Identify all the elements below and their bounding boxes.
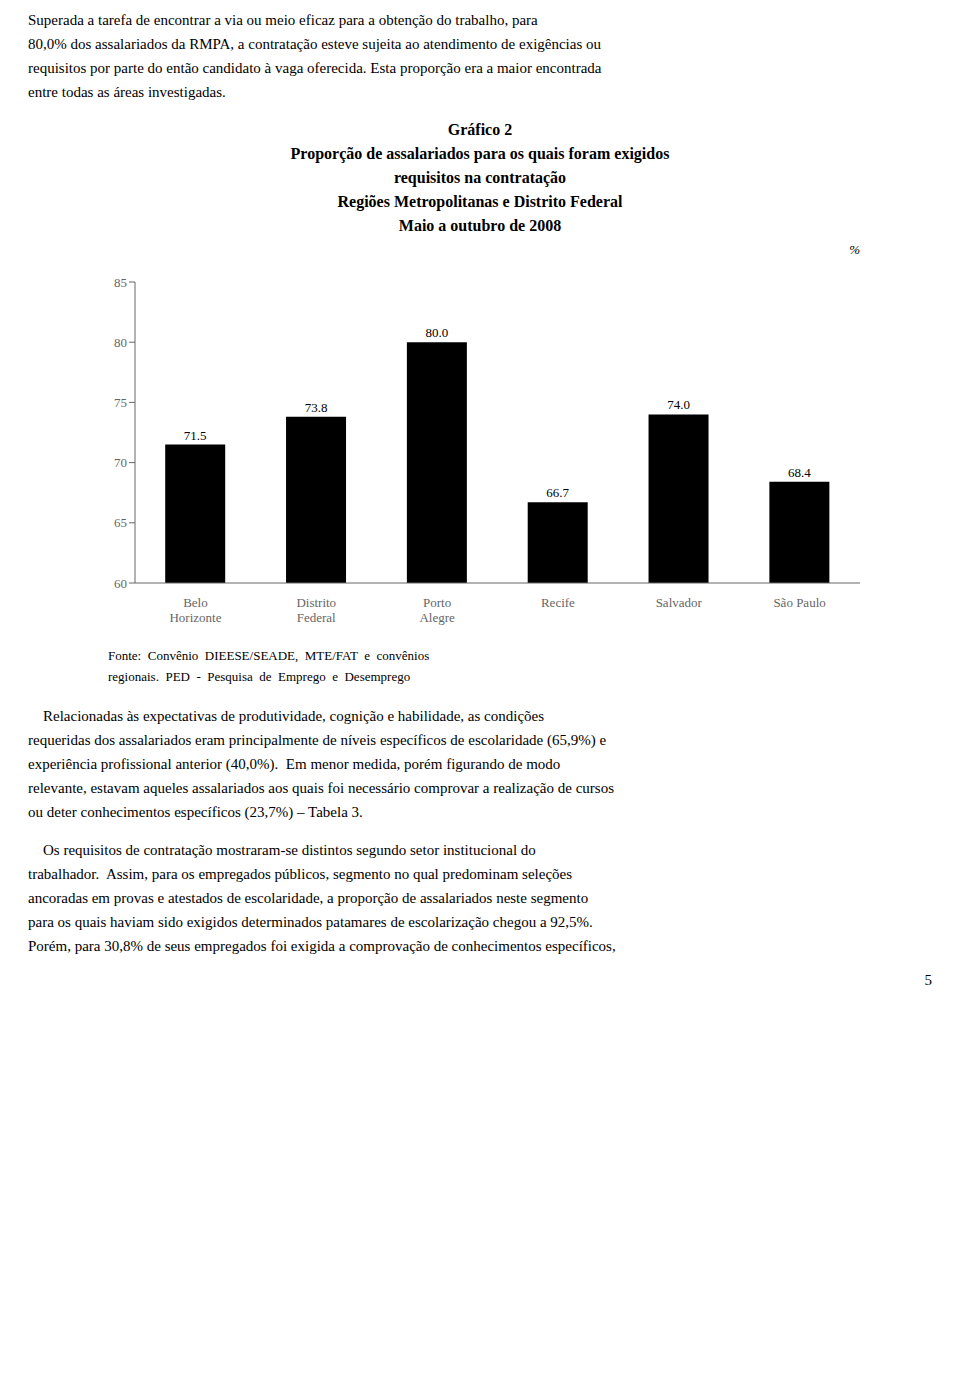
html-text:Relacionadas às expectativas d: Relacionadas às expectativas de produtiv… xyxy=(28,707,614,820)
svg-text:85: 85 xyxy=(114,275,127,290)
html-text:Fonte: Convênio DIEESE/SEADE,: Fonte: Convênio DIEESE/SEADE, MTE/FAT e … xyxy=(108,648,430,684)
svg-text:Salvador: Salvador xyxy=(656,595,703,610)
svg-text:80.0: 80.0 xyxy=(426,325,449,340)
html-text:Superada a tarefa de encontrar: Superada a tarefa de encontrar a via ou … xyxy=(28,12,602,100)
svg-text:São Paulo: São Paulo xyxy=(773,595,825,610)
svg-text:BeloHorizonte: BeloHorizonte xyxy=(169,595,221,626)
html-text:5: 5 xyxy=(924,971,932,988)
svg-text:73.8: 73.8 xyxy=(305,400,328,415)
svg-text:71.5: 71.5 xyxy=(184,428,207,443)
svg-text:DistritoFederal: DistritoFederal xyxy=(296,595,336,626)
svg-text:74.0: 74.0 xyxy=(667,397,690,412)
svg-text:75: 75 xyxy=(114,395,127,410)
svg-text:Recife: Recife xyxy=(541,595,575,610)
svg-text:70: 70 xyxy=(114,455,127,470)
svg-text:68.4: 68.4 xyxy=(788,465,811,480)
svg-text:80: 80 xyxy=(114,335,127,350)
svg-text:66.7: 66.7 xyxy=(546,485,569,500)
svg-text:PortoAlegre: PortoAlegre xyxy=(419,595,455,626)
html-text:Gráfico 2 Proporção de assalar: Gráfico 2 Proporção de assalariados para… xyxy=(290,121,670,234)
html-text:Os requisitos de contratação m: Os requisitos de contratação mostraram-s… xyxy=(28,841,616,954)
svg-text:60: 60 xyxy=(114,576,127,591)
svg-text:65: 65 xyxy=(114,515,127,530)
